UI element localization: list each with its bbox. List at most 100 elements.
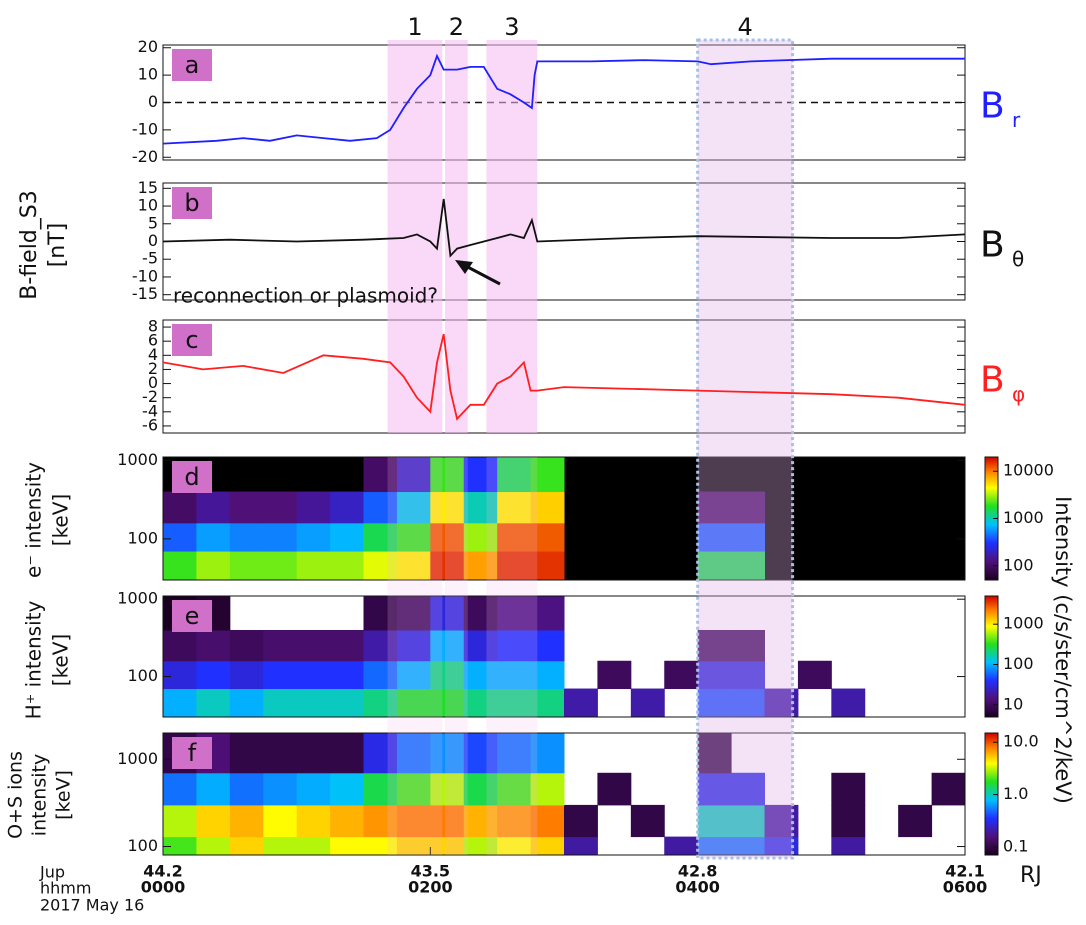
heatmap-cell — [430, 804, 465, 838]
panel-frame — [162, 595, 966, 718]
side-label-sub: φ — [1012, 382, 1025, 406]
data-line — [162, 53, 965, 145]
colorbar-tick-label: 1.0 — [1003, 784, 1028, 803]
colorbar-tick-label: 10.0 — [1003, 732, 1039, 751]
heatmap-cell — [396, 660, 431, 690]
y-tick-label: 100 — [127, 528, 158, 547]
heatmap-cell — [330, 804, 364, 838]
heatmap-cell — [463, 551, 498, 581]
heatmap-cell — [296, 551, 331, 581]
heatmap-cell — [697, 733, 732, 774]
heatmap-cell — [229, 629, 264, 662]
heatmap-cell — [296, 491, 331, 524]
y-tick-label: 1000 — [117, 589, 158, 608]
heatmap-cell — [664, 660, 699, 690]
heatmap-cell — [196, 836, 231, 856]
heatmap-cell — [196, 804, 231, 838]
heatmap-cell — [430, 522, 465, 552]
heatmap-cell — [296, 836, 331, 856]
heatmap-cell — [497, 772, 532, 806]
heatmap-cell — [497, 629, 532, 662]
heatmap-cell — [163, 522, 197, 552]
heatmap-cell — [263, 772, 298, 806]
heatmap-cell — [530, 733, 565, 774]
panel-letter: d — [184, 463, 199, 491]
heatmap-cell — [630, 804, 665, 838]
panel-frame — [162, 319, 966, 434]
y-tick-label: 0 — [148, 231, 158, 250]
heatmap-cell — [396, 772, 431, 806]
panel-letter-box — [172, 49, 212, 81]
heatmap-cell — [697, 660, 732, 690]
region-shade — [445, 40, 468, 433]
heatmap-cell — [396, 457, 431, 493]
y-tick-label: 20 — [138, 37, 158, 56]
heatmap-cell — [697, 522, 732, 552]
heatmap-cell — [530, 522, 565, 552]
side-label: B — [980, 225, 1005, 266]
heatmap-cell — [263, 660, 298, 690]
heatmap-cell — [396, 836, 431, 856]
region-shade — [445, 457, 468, 855]
heatmap-cell — [430, 772, 465, 806]
heatmap-cell — [296, 629, 331, 662]
heatmap-cell — [296, 733, 331, 774]
heatmap-cell — [163, 836, 197, 856]
y-tick-label: -2 — [142, 387, 158, 406]
y-tick-label: -6 — [142, 415, 158, 434]
y-tick-label: 6 — [148, 331, 158, 350]
region-label: 2 — [449, 13, 464, 41]
heatmap-cell — [330, 660, 364, 690]
heatmap-cell — [363, 629, 398, 662]
heatmap-cell — [497, 457, 532, 493]
annotation-arrowhead — [455, 260, 473, 274]
y-axis-label: e⁻ intensity — [22, 462, 46, 578]
region-label: 1 — [407, 13, 422, 41]
y-axis-label: O+S ions — [5, 751, 27, 839]
side-label-sub: r — [1012, 108, 1021, 132]
heatmap-cell — [396, 688, 431, 718]
heatmap-cell — [463, 733, 498, 774]
data-line — [162, 198, 966, 258]
heatmap-cell — [463, 836, 498, 856]
heatmap-cell — [664, 836, 699, 856]
heatmap-cell — [363, 491, 398, 524]
heatmap-cell — [430, 551, 465, 581]
heatmap-cell — [163, 491, 197, 524]
y-tick-label: 0 — [148, 373, 158, 392]
region-shade — [696, 38, 795, 860]
heatmap-cell — [229, 836, 264, 856]
y-axis-label: B-field_S3 — [17, 190, 42, 299]
heatmap-cell — [497, 491, 532, 524]
heatmap-cell — [229, 772, 264, 806]
heatmap-cell — [163, 804, 197, 838]
heatmap-cell — [363, 733, 398, 774]
heatmap-cell — [564, 804, 598, 838]
y-tick-label: -5 — [142, 249, 158, 268]
heatmap-cell — [330, 836, 364, 856]
y-tick-label: 0 — [148, 92, 158, 111]
region-shade — [486, 457, 538, 855]
heatmap-cell — [530, 836, 565, 856]
panel-letter: f — [188, 739, 197, 767]
heatmap-cell — [697, 688, 732, 718]
heatmap-cell — [363, 660, 398, 690]
heatmap-cell — [697, 551, 732, 581]
heatmap-cell — [530, 629, 565, 662]
footer-label: Jup — [39, 863, 65, 882]
heatmap-cell — [463, 688, 498, 718]
x-tick-label: 0200 — [408, 878, 453, 897]
heatmap-cell — [497, 804, 532, 838]
heatmap-cell — [564, 688, 598, 718]
heatmap-cell — [697, 836, 732, 856]
heatmap-cell — [530, 804, 565, 838]
heatmap-cell — [530, 551, 565, 581]
side-label: B — [980, 360, 1005, 401]
heatmap-cell — [396, 733, 431, 774]
x-tick-label: 0000 — [141, 878, 186, 897]
colorbar — [984, 595, 999, 718]
heatmap-cell — [196, 491, 231, 524]
heatmap-cell — [296, 660, 331, 690]
y-tick-label: 1000 — [117, 450, 158, 469]
